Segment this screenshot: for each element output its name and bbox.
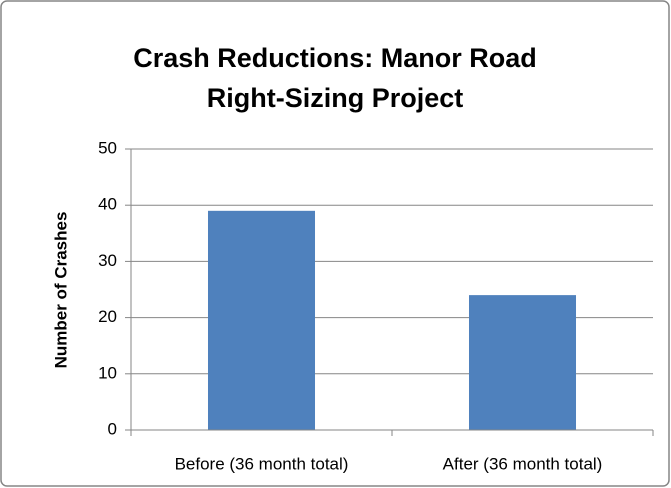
y-tick-label: 40 — [98, 195, 117, 214]
bar — [207, 210, 316, 430]
y-tick-label: 0 — [108, 419, 117, 438]
x-tick-label: After (36 month total) — [443, 454, 603, 473]
y-tick-label: 30 — [98, 251, 117, 270]
y-axis-label: Number of Crashes — [51, 212, 70, 369]
bar — [468, 295, 577, 430]
chart-title: Crash Reductions: Manor Road Right-Sizin… — [133, 43, 537, 113]
y-tick-label: 50 — [98, 138, 117, 157]
x-tick-label: Before (36 month total) — [175, 454, 349, 473]
y-tick-label: 20 — [98, 307, 117, 326]
y-tick-label: 10 — [98, 363, 117, 382]
